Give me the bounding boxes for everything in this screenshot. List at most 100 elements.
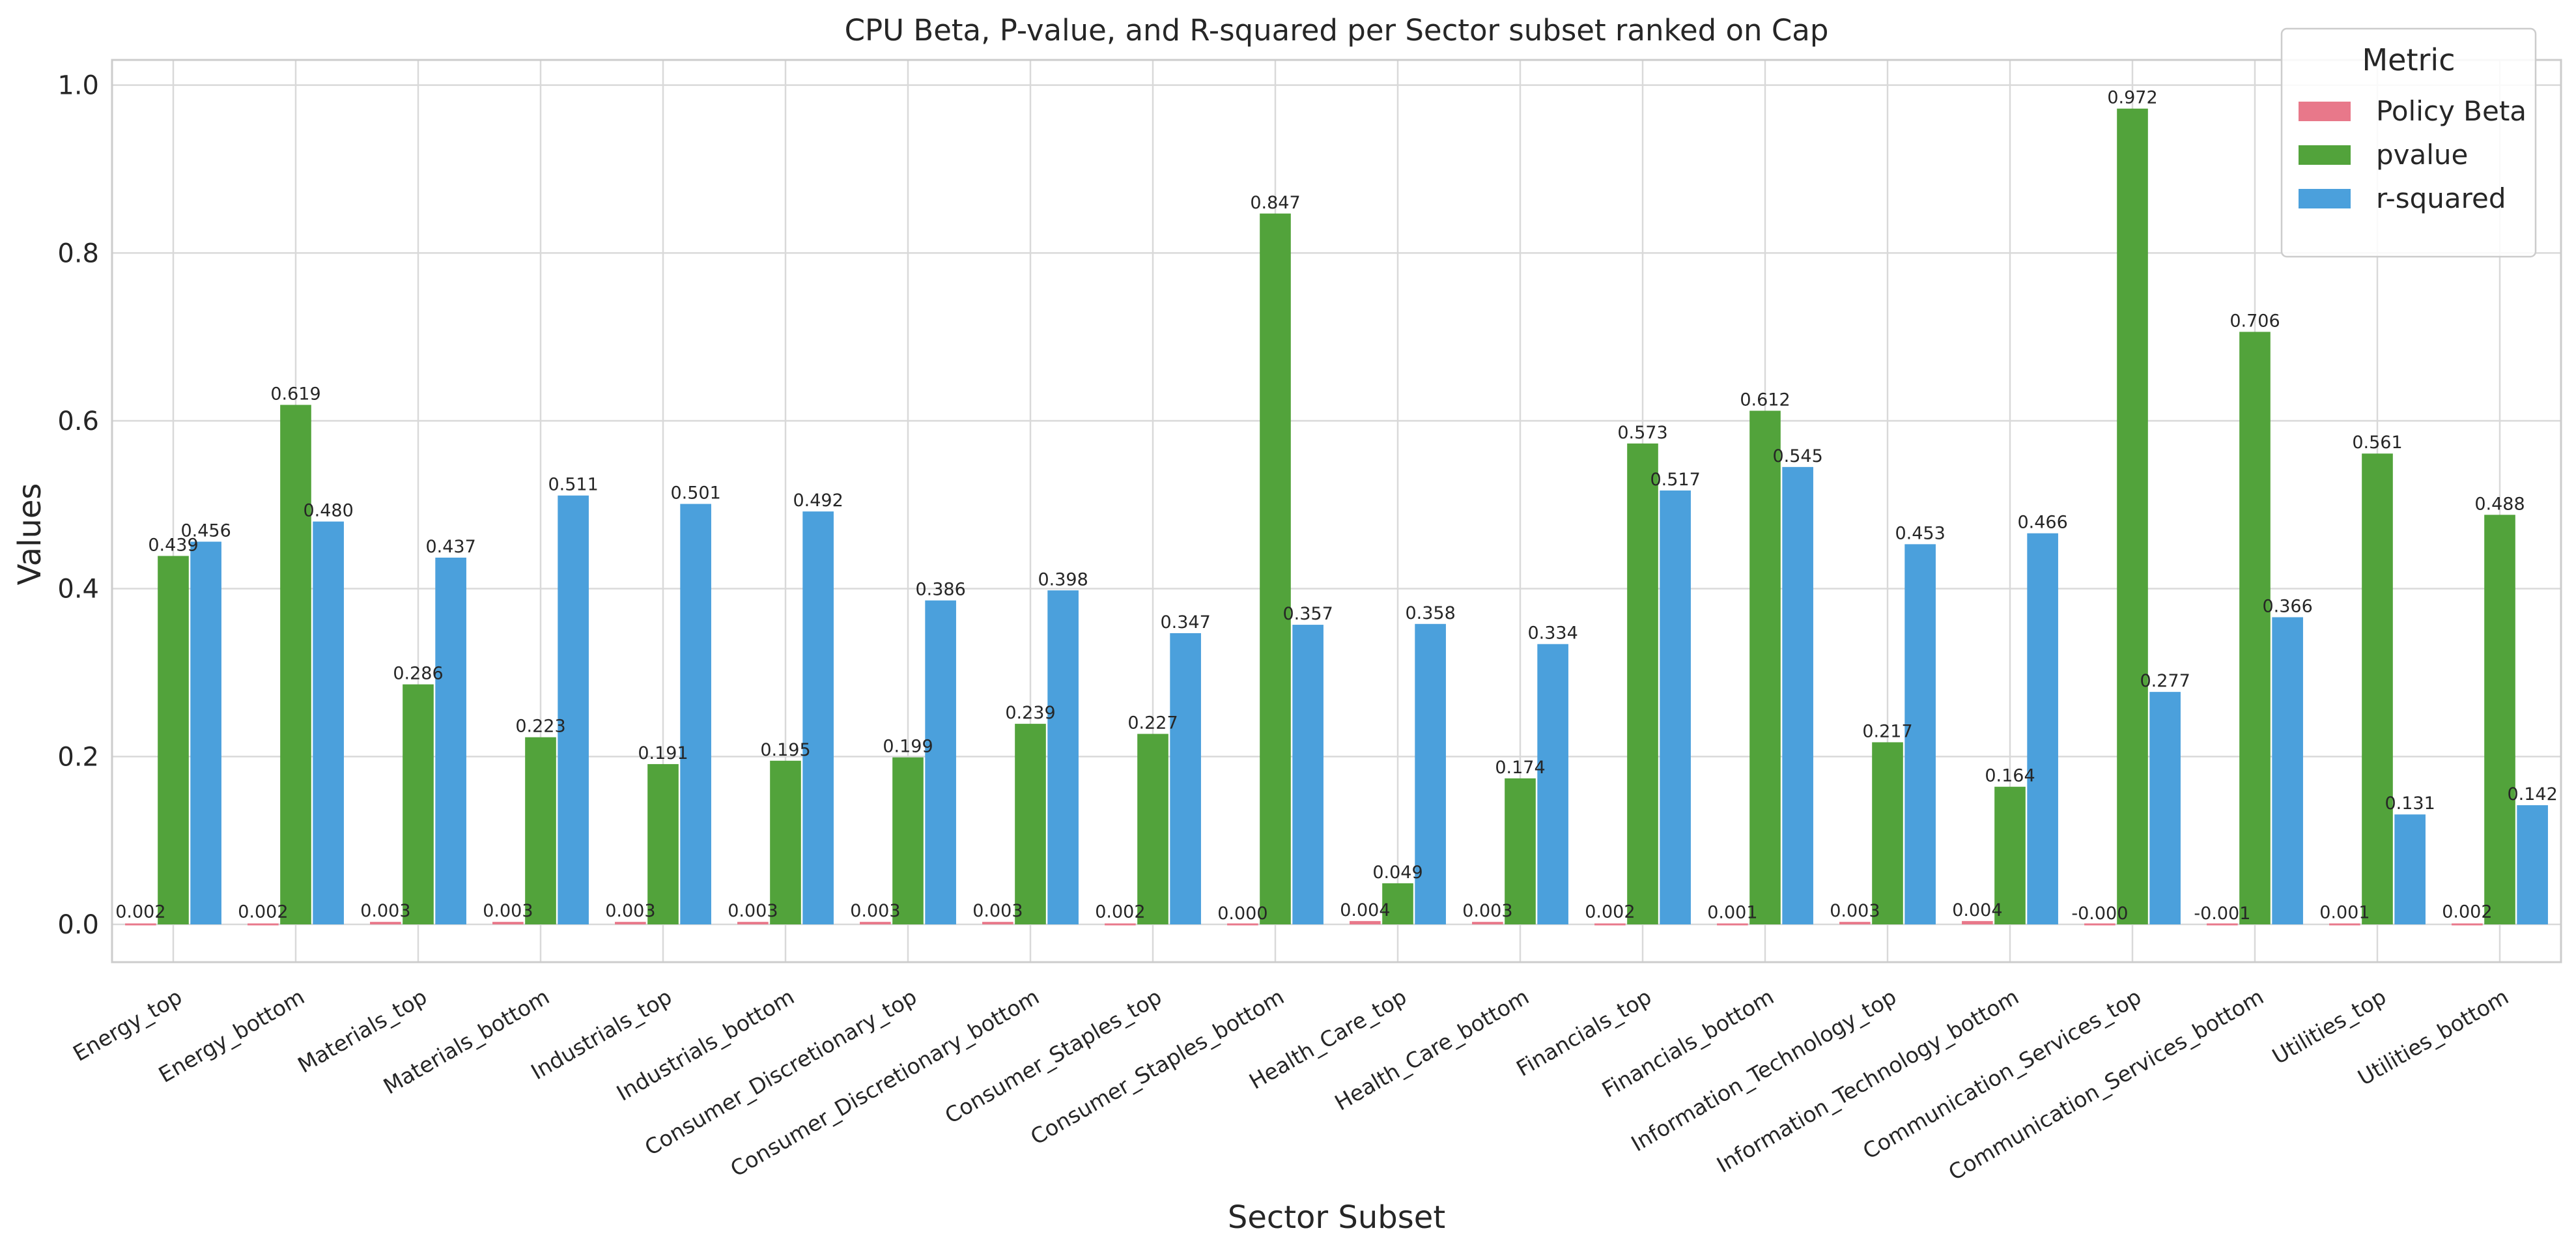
bar-r-squared-utilities-bottom (2517, 805, 2548, 925)
bar-value-label: 0.706 (2229, 311, 2280, 331)
bar-value-label: 0.437 (425, 537, 475, 557)
bar-pvalue-health-care-top (1382, 883, 1413, 925)
bar-r-squared-health-care-bottom (1537, 644, 1568, 925)
legend-title: Metric (2362, 42, 2455, 78)
bar-value-label: 0.488 (2474, 494, 2525, 514)
bar-pvalue-communication-services-top (2117, 108, 2148, 925)
bar-policy-beta-consumer-discretionary-top (860, 922, 891, 925)
bar-pvalue-information-technology-top (1872, 742, 1903, 925)
bar-policy-beta-energy-bottom (248, 923, 279, 926)
bar-value-label: 0.003 (360, 901, 410, 921)
bar-value-labels: 0.002 0.002 0.003 0.003 0.003 0.003 0.003 0.003… (115, 88, 2558, 924)
bar-pvalue-materials-top (403, 684, 434, 925)
y-tick-label: 0.8 (57, 238, 99, 268)
bar-value-label: 0.174 (1495, 758, 1545, 778)
bar-value-label: 0.227 (1127, 713, 1178, 734)
bar-value-label: 0.003 (605, 901, 655, 921)
bar-value-label: 0.002 (1585, 902, 1635, 922)
bar-policy-beta-financials-top (1594, 923, 1626, 926)
bar-pvalue-consumer-staples-bottom (1260, 213, 1291, 925)
bar-value-label: -0.001 (2194, 904, 2250, 924)
bar-value-label: 0.847 (1250, 193, 1300, 213)
y-tick-label: 0.6 (57, 406, 99, 436)
bar-value-label: 0.334 (1527, 623, 1578, 644)
bar-r-squared-consumer-staples-bottom (1292, 625, 1323, 925)
bar-policy-beta-communication-services-top (2084, 923, 2116, 926)
bar-value-label: 0.003 (1462, 901, 1512, 921)
bar-value-label: 0.142 (2507, 784, 2557, 805)
bar-value-label: 0.003 (483, 901, 533, 921)
bar-policy-beta-utilities-top (2329, 923, 2360, 926)
bar-value-label: 0.439 (148, 535, 198, 555)
bar-policy-beta-utilities-bottom (2452, 923, 2483, 926)
bar-pvalue-consumer-staples-top (1137, 734, 1168, 925)
legend-swatch (2299, 145, 2351, 165)
bar-r-squared-materials-bottom (558, 495, 589, 925)
plot-frame (111, 59, 2562, 963)
bar-value-label: 0.386 (915, 580, 965, 600)
bar-value-label: 0.466 (2017, 513, 2067, 533)
bar-r-squared-energy-top (190, 541, 221, 925)
bar-r-squared-information-technology-top (1904, 544, 1936, 925)
bar-value-label: 0.002 (1095, 902, 1145, 922)
bar-value-label: 0.131 (2385, 793, 2435, 814)
legend-swatch (2299, 189, 2351, 208)
bar-value-label: 0.619 (270, 384, 320, 405)
bar-value-label: 0.286 (393, 664, 443, 684)
bar-r-squared-energy-bottom (313, 521, 344, 925)
bar-value-label: 0.003 (1830, 901, 1880, 921)
bar-r-squared-consumer-discretionary-top (925, 600, 956, 925)
bar-value-label: 0.002 (238, 902, 288, 922)
bar-policy-beta-industrials-bottom (737, 922, 769, 925)
bar-pvalue-consumer-discretionary-bottom (1015, 724, 1046, 925)
bar-r-squared-financials-bottom (1782, 466, 1813, 925)
bar-value-label: 0.217 (1862, 721, 1912, 741)
bar-value-label: 0.191 (638, 743, 688, 763)
legend-entry: r-squared (2376, 182, 2506, 214)
bar-policy-beta-materials-bottom (492, 922, 524, 925)
legend-entry: Policy Beta (2376, 95, 2526, 127)
bar-r-squared-industrials-top (680, 504, 711, 925)
chart-title: CPU Beta, P-value, and R-squared per Sec… (845, 13, 1829, 48)
bar-value-label: 0.517 (1650, 470, 1700, 490)
bar-pvalue-industrials-bottom (770, 760, 801, 925)
bar-r-squared-financials-top (1660, 490, 1691, 925)
bar-pvalue-financials-top (1627, 443, 1658, 925)
y-tick-label: 0.0 (57, 910, 99, 940)
bar-value-label: 0.195 (760, 740, 810, 760)
bar-value-label: 0.573 (1617, 423, 1667, 443)
bar-value-label: 0.612 (1740, 390, 1790, 410)
bar-value-label: 0.347 (1160, 612, 1210, 633)
bar-value-label: 0.480 (303, 501, 353, 521)
bar-pvalue-information-technology-bottom (1994, 786, 2026, 925)
bar-pvalue-utilities-bottom (2484, 515, 2515, 925)
bar-value-label: 0.398 (1038, 569, 1088, 590)
bar-value-label: 0.501 (670, 483, 720, 504)
bar-pvalue-energy-bottom (280, 405, 311, 925)
bar-value-label: 0.001 (2319, 903, 2370, 923)
legend-swatch (2299, 102, 2351, 121)
bar-pvalue-communication-services-bottom (2239, 332, 2271, 925)
x-axis-label: Sector Subset (1228, 1199, 1445, 1236)
bar-value-label: 0.004 (1340, 900, 1390, 920)
bar-value-label: 0.001 (1707, 903, 1757, 923)
bar-r-squared-information-technology-bottom (2027, 533, 2058, 925)
bar-value-label: 0.003 (850, 901, 900, 921)
bar-pvalue-energy-top (158, 556, 189, 925)
bar-value-label: 0.277 (2140, 671, 2190, 691)
bars (125, 108, 2548, 926)
bar-r-squared-industrials-bottom (802, 511, 834, 925)
bar-pvalue-materials-bottom (525, 737, 556, 925)
bar-policy-beta-health-care-top (1350, 920, 1381, 925)
bar-value-label: 0.511 (548, 475, 598, 495)
bar-r-squared-consumer-discretionary-bottom (1047, 590, 1079, 925)
legend-entry: pvalue (2376, 139, 2468, 171)
bar-value-label: 0.049 (1372, 862, 1422, 883)
bar-policy-beta-information-technology-bottom (1962, 920, 1993, 925)
bar-pvalue-industrials-top (647, 763, 679, 925)
bar-r-squared-health-care-top (1415, 623, 1446, 925)
y-tick-label: 1.0 (57, 71, 99, 101)
bar-value-label: 0.199 (883, 737, 933, 757)
bar-r-squared-communication-services-bottom (2272, 617, 2303, 925)
bar-pvalue-financials-bottom (1749, 410, 1781, 925)
